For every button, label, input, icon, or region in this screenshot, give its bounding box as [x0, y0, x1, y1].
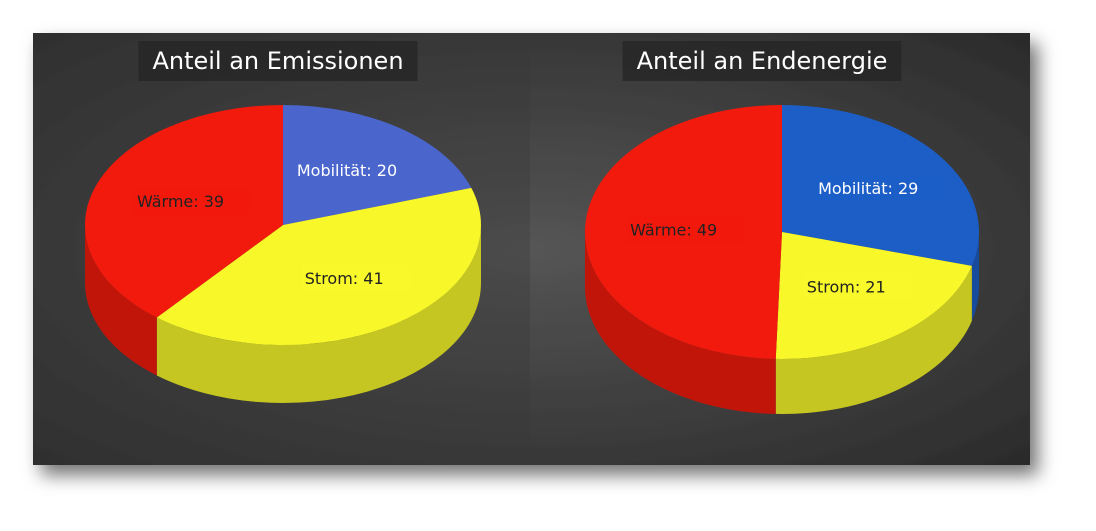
data-label: Strom: 21 — [807, 278, 886, 297]
pie-side — [585, 232, 776, 414]
label-box — [626, 216, 744, 244]
label-box — [802, 273, 912, 301]
chart-title: Anteil an Emissionen — [152, 47, 403, 75]
pie-side — [775, 265, 972, 414]
pie-side — [971, 232, 979, 321]
data-label: Strom: 41 — [305, 269, 384, 288]
label-box — [300, 265, 410, 293]
data-label: Wärme: 39 — [137, 192, 224, 211]
data-label: Mobilität: 29 — [818, 179, 918, 198]
pie-side — [85, 225, 157, 376]
label-box — [132, 188, 251, 216]
pie-side — [156, 225, 482, 403]
title-box — [622, 41, 902, 81]
title-box — [138, 41, 418, 81]
data-label: Wärme: 49 — [630, 220, 717, 239]
label-box — [292, 157, 424, 185]
chart-title: Anteil an Endenergie — [637, 47, 888, 75]
data-label: Mobilität: 20 — [297, 161, 397, 180]
label-box — [814, 175, 945, 203]
